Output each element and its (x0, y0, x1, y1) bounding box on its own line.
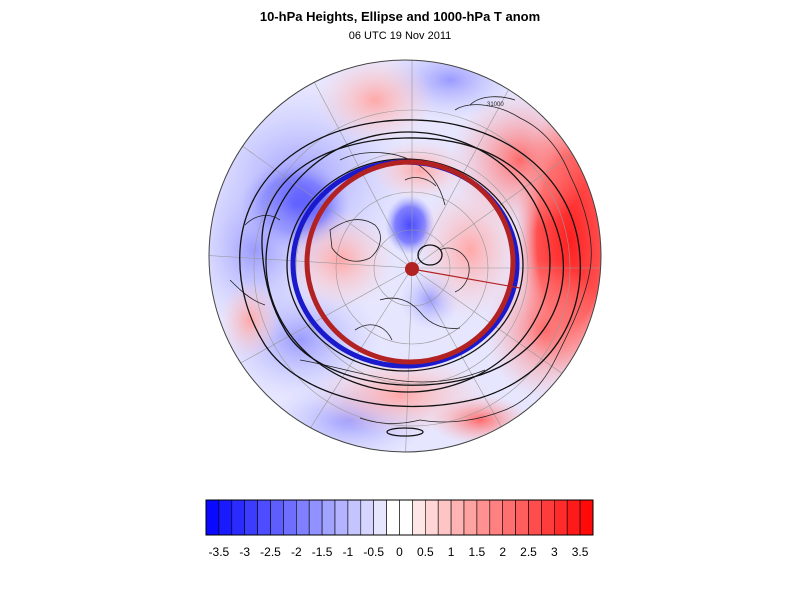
colorbar-box (424, 499, 439, 536)
colorbar-tick-label: 2.5 (520, 545, 537, 559)
height-contours (239, 119, 581, 437)
colorbar-box (295, 499, 310, 536)
colorbar-box (412, 499, 426, 536)
colorbar-box (257, 499, 271, 536)
ellipse-center-marker (405, 262, 419, 276)
colorbar-tick-label: -2.5 (260, 545, 281, 559)
colorbar-box (450, 499, 465, 536)
colorbar-tick-label: 2 (499, 545, 506, 559)
polar-map: 31000 (208, 59, 602, 453)
colorbar-box (218, 499, 233, 536)
colorbar-box (373, 499, 387, 536)
contour-label: 31000 (487, 102, 504, 108)
colorbar-tick-label: 3.5 (572, 545, 589, 559)
vortex-ellipse (290, 159, 521, 369)
colorbar-tick-label: -1.5 (312, 545, 333, 559)
colorbar-tick-label: 1.5 (469, 545, 486, 559)
colorbar-box (489, 499, 503, 536)
colorbar-box (334, 499, 349, 536)
colorbar-tick-label: -3.5 (209, 545, 230, 559)
colorbar-box (579, 499, 594, 536)
colorbar-box (360, 499, 374, 536)
colorbar-box (283, 499, 297, 536)
coastlines (229, 96, 592, 424)
colorbar-box (321, 499, 336, 536)
colorbar-box (399, 499, 413, 536)
colorbar-box (270, 499, 284, 536)
colorbar-box (347, 499, 362, 536)
colorbar-box (437, 499, 452, 536)
colorbar-tick-label: -3 (239, 545, 250, 559)
colorbar-tick-label: -1 (343, 545, 354, 559)
globe-outline (208, 59, 602, 453)
colorbar-box (553, 499, 568, 536)
colorbar-box (528, 499, 542, 536)
colorbar-box (566, 499, 581, 536)
colorbar-frame (205, 499, 594, 536)
colorbar-tick-label: 1 (448, 545, 455, 559)
colorbar-box (244, 499, 258, 536)
colorbar-box (205, 499, 220, 536)
colorbar-tick-label: -0.5 (363, 545, 384, 559)
colorbar-box (476, 499, 491, 536)
colorbar-tick-label: 3 (551, 545, 558, 559)
colorbar-tick-label: -2 (291, 545, 302, 559)
colorbar-box (541, 499, 555, 536)
colorbar-box (515, 499, 529, 536)
colorbar-tick-label: 0.5 (417, 545, 434, 559)
map-title: 10-hPa Heights, Ellipse and 1000-hPa T a… (259, 9, 541, 24)
map-subtitle: 06 UTC 19 Nov 2011 (348, 30, 452, 42)
colorbar-box (502, 499, 516, 536)
colorbar-box (308, 499, 323, 536)
colorbar-tick-label: 0 (396, 545, 403, 559)
colorbar-box (386, 499, 400, 536)
colorbar-box (231, 499, 246, 536)
colorbar-box (463, 499, 478, 536)
